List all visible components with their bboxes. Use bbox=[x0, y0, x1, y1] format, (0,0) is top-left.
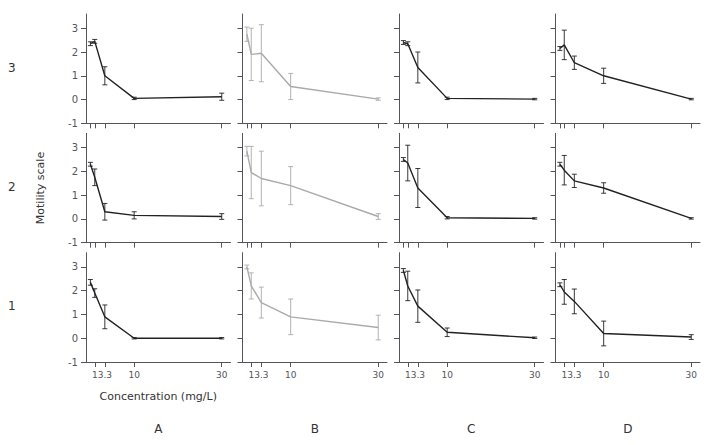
svg-text:-1: -1 bbox=[68, 237, 78, 248]
svg-text:3: 3 bbox=[72, 23, 78, 34]
svg-text:10: 10 bbox=[441, 370, 453, 380]
svg-text:30: 30 bbox=[686, 370, 698, 380]
svg-text:2: 2 bbox=[72, 47, 78, 58]
svg-text:-1: -1 bbox=[68, 118, 78, 129]
svg-text:0: 0 bbox=[72, 213, 78, 224]
svg-text:D: D bbox=[623, 422, 632, 436]
svg-text:10: 10 bbox=[285, 370, 297, 380]
svg-text:0: 0 bbox=[72, 94, 78, 105]
svg-text:10: 10 bbox=[128, 370, 140, 380]
svg-text:1: 1 bbox=[72, 70, 78, 81]
svg-text:3: 3 bbox=[72, 261, 78, 272]
svg-text:3.3: 3.3 bbox=[411, 370, 425, 380]
svg-text:3.3: 3.3 bbox=[567, 370, 581, 380]
svg-text:-1: -1 bbox=[68, 357, 78, 368]
svg-text:3.3: 3.3 bbox=[98, 370, 112, 380]
svg-text:Motility scale: Motility scale bbox=[34, 152, 47, 225]
svg-text:1: 1 bbox=[8, 299, 16, 313]
svg-text:30: 30 bbox=[529, 370, 541, 380]
svg-text:1: 1 bbox=[72, 309, 78, 320]
svg-text:1: 1 bbox=[91, 369, 98, 380]
svg-text:0: 0 bbox=[72, 333, 78, 344]
svg-text:1: 1 bbox=[248, 369, 255, 380]
svg-text:1: 1 bbox=[561, 369, 568, 380]
svg-text:3.3: 3.3 bbox=[254, 370, 268, 380]
svg-text:2: 2 bbox=[72, 285, 78, 296]
svg-text:B: B bbox=[311, 422, 319, 436]
svg-text:A: A bbox=[154, 422, 163, 436]
svg-text:10: 10 bbox=[598, 370, 610, 380]
svg-text:3: 3 bbox=[72, 142, 78, 153]
svg-text:1: 1 bbox=[404, 369, 411, 380]
svg-text:Concentration (mg/L): Concentration (mg/L) bbox=[100, 390, 217, 403]
svg-text:3: 3 bbox=[8, 61, 16, 75]
svg-text:1: 1 bbox=[72, 190, 78, 201]
svg-text:C: C bbox=[467, 422, 475, 436]
svg-text:2: 2 bbox=[8, 180, 16, 194]
svg-text:30: 30 bbox=[216, 370, 228, 380]
svg-text:2: 2 bbox=[72, 166, 78, 177]
svg-text:30: 30 bbox=[373, 370, 385, 380]
